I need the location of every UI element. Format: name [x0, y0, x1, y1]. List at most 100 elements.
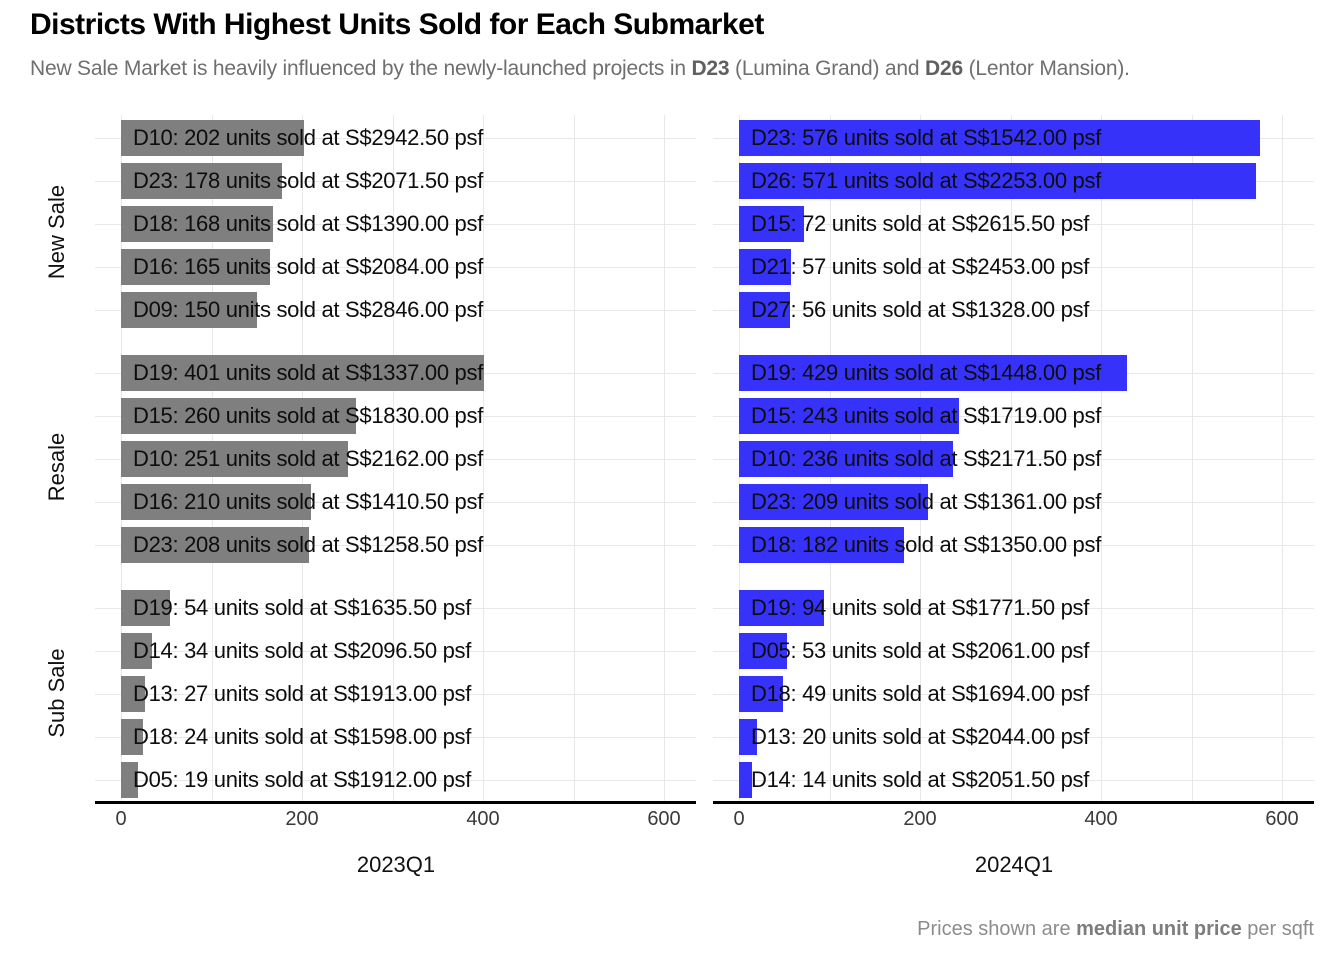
- bar-D13: [121, 676, 146, 712]
- bar-label-D14: D14: 14 units sold at S$2051.50 psf: [751, 767, 1090, 792]
- bar-D09: [121, 292, 257, 328]
- bar-D23: [121, 163, 283, 199]
- bar-label-D23: D23: 208 units sold at S$1258.50 psf: [133, 532, 484, 557]
- y-gridline: [95, 608, 696, 609]
- bar-D26: [739, 163, 1256, 199]
- bar-D14: [121, 633, 152, 669]
- y-gridline: [713, 267, 1314, 268]
- caption-bold: median unit price: [1076, 918, 1242, 940]
- y-gridline: [713, 310, 1314, 311]
- x-axis-label-2024q1: 2024Q1: [974, 852, 1054, 877]
- bar-D05: [739, 633, 787, 669]
- x-gridline: [920, 585, 921, 801]
- x-gridline: [573, 585, 575, 801]
- bar-D10: [121, 441, 349, 477]
- y-gridline: [95, 694, 696, 695]
- x-gridline: [1010, 585, 1012, 801]
- panel-sub-sale-2024Q1: D19: 94 units sold at S$1771.50 psf D05: …: [713, 585, 1314, 801]
- x-gridline: [302, 585, 303, 801]
- bar-D19: [739, 590, 825, 626]
- x-gridline: [1191, 350, 1193, 585]
- y-gridline: [713, 224, 1314, 225]
- x-gridline: [1010, 350, 1012, 585]
- x-gridline: [1101, 115, 1102, 350]
- y-gridline: [95, 780, 696, 781]
- y-gridline: [713, 545, 1314, 546]
- x-gridline: [1282, 115, 1283, 350]
- x-gridline: [1101, 350, 1102, 585]
- x-tick-label: 600: [647, 808, 681, 830]
- x-gridline: [664, 585, 665, 801]
- bar-label-D19: D19: 429 units sold at S$1448.00 psf: [751, 360, 1102, 385]
- x-gridline: [1191, 115, 1193, 350]
- bar-D15: [739, 206, 805, 242]
- bar-label-D23: D23: 209 units sold at S$1361.00 psf: [751, 489, 1102, 514]
- y-gridline: [95, 310, 696, 311]
- panel-resale-2024Q1: D19: 429 units sold at S$1448.00 psf D15:…: [713, 350, 1314, 585]
- y-gridline: [95, 224, 696, 225]
- bar-D21: [739, 249, 791, 285]
- y-gridline: [95, 416, 696, 417]
- x-tick-label: 0: [115, 808, 127, 830]
- bar-D10: [739, 441, 953, 477]
- x-gridline: [483, 585, 484, 801]
- x-gridline: [211, 585, 213, 801]
- bar-D18: [739, 676, 784, 712]
- bar-label-D10: D10: 202 units sold at S$2942.50 psf: [133, 125, 484, 150]
- x-gridline: [1282, 350, 1283, 585]
- y-gridline: [713, 502, 1314, 503]
- panel-sub-sale-2023Q1: D19: 54 units sold at S$1635.50 psf D14: …: [95, 585, 696, 801]
- y-gridline: [713, 780, 1314, 781]
- bar-label-D05: D05: 19 units sold at S$1912.00 psf: [133, 767, 472, 792]
- bar-D19: [121, 355, 484, 391]
- bar-label-D16: D16: 210 units sold at S$1410.50 psf: [133, 489, 484, 514]
- bar-label-D15: D15: 243 units sold at S$1719.00 psf: [751, 403, 1102, 428]
- bar-D05: [121, 762, 139, 798]
- bar-label-D18: D18: 24 units sold at S$1598.00 psf: [133, 724, 472, 749]
- x-gridline: [664, 115, 665, 350]
- bar-label-D19: D19: 54 units sold at S$1635.50 psf: [133, 595, 472, 620]
- x-tick-label: 0: [733, 808, 745, 830]
- bar-label-D19: D19: 94 units sold at S$1771.50 psf: [751, 595, 1090, 620]
- bar-label-D18: D18: 182 units sold at S$1350.00 psf: [751, 532, 1102, 557]
- subtitle-district-1: D23: [691, 57, 730, 80]
- panel-resale-2023Q1: D19: 401 units sold at S$1337.00 psf D15:…: [95, 350, 696, 585]
- x-gridline: [573, 350, 575, 585]
- bar-label-D10: D10: 251 units sold at S$2162.00 psf: [133, 446, 484, 471]
- bar-label-D19: D19: 401 units sold at S$1337.00 psf: [133, 360, 484, 385]
- bar-label-D09: D09: 150 units sold at S$2846.00 psf: [133, 297, 484, 322]
- x-gridline: [483, 115, 484, 350]
- panel-new-sale-2023Q1: D10: 202 units sold at S$2942.50 psf D23:…: [95, 115, 696, 350]
- bar-label-D13: D13: 27 units sold at S$1913.00 psf: [133, 681, 472, 706]
- y-gridline: [95, 651, 696, 652]
- bar-label-D16: D16: 165 units sold at S$2084.00 psf: [133, 254, 484, 279]
- bar-label-D14: D14: 34 units sold at S$2096.50 psf: [133, 638, 472, 663]
- x-tick-label: 200: [903, 808, 937, 830]
- bar-label-D13: D13: 20 units sold at S$2044.00 psf: [751, 724, 1090, 749]
- caption-text: Prices shown are: [917, 918, 1077, 940]
- bar-label-D10: D10: 236 units sold at S$2171.50 psf: [751, 446, 1102, 471]
- chart-subtitle: New Sale Market is heavily influenced by…: [30, 57, 1130, 81]
- facet-row-label-new-sale: New Sale: [44, 184, 69, 280]
- x-gridline: [392, 115, 394, 350]
- bar-label-D18: D18: 49 units sold at S$1694.00 psf: [751, 681, 1090, 706]
- chart-title: Districts With Highest Units Sold for Ea…: [30, 8, 764, 41]
- x-axis-line: [95, 801, 696, 804]
- bar-label-D15: D15: 260 units sold at S$1830.00 psf: [133, 403, 484, 428]
- bar-label-D26: D26: 571 units sold at S$2253.00 psf: [751, 168, 1102, 193]
- x-gridline: [920, 115, 921, 350]
- y-gridline: [95, 181, 696, 182]
- bar-D19: [739, 355, 1128, 391]
- y-gridline: [95, 267, 696, 268]
- caption-text: per sqft: [1241, 918, 1314, 940]
- x-tick-label: 400: [1084, 808, 1118, 830]
- chart-caption: Prices shown are median unit price per s…: [917, 918, 1314, 941]
- y-gridline: [95, 737, 696, 738]
- x-gridline: [483, 350, 484, 585]
- bar-D23: [739, 484, 929, 520]
- bar-D27: [739, 292, 790, 328]
- panel-new-sale-2024Q1: D23: 576 units sold at S$1542.00 psf D26:…: [713, 115, 1314, 350]
- x-gridline: [302, 115, 303, 350]
- x-gridline: [1282, 585, 1283, 801]
- y-gridline: [713, 651, 1314, 652]
